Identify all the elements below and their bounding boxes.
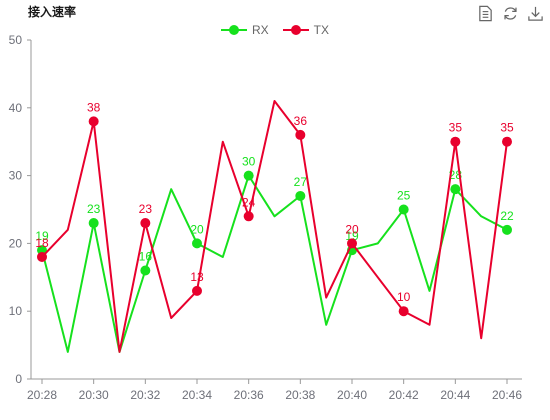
download-icon[interactable] — [527, 5, 544, 22]
legend-symbol-rx — [220, 25, 247, 35]
data-point-rx — [140, 265, 151, 276]
data-label-tx: 36 — [294, 114, 308, 128]
series-line-tx — [41, 100, 508, 353]
y-tick-label: 0 — [15, 372, 22, 386]
data-label-rx: 27 — [294, 175, 308, 189]
y-tick-label: 30 — [9, 169, 23, 183]
data-label-rx: 16 — [139, 250, 153, 264]
data-view-icon[interactable] — [477, 5, 494, 22]
data-point-tx — [295, 129, 306, 140]
legend-label-tx: TX — [313, 23, 329, 37]
x-tick-label: 20:30 — [79, 388, 109, 402]
data-point-rx — [295, 190, 306, 201]
legend-item-rx[interactable]: RX — [220, 23, 269, 37]
data-label-tx: 18 — [35, 236, 49, 250]
data-point-tx — [398, 306, 409, 317]
y-tick-label: 10 — [9, 304, 23, 318]
data-point-tx — [450, 136, 461, 147]
data-label-tx: 13 — [190, 270, 204, 284]
data-point-tx — [140, 218, 151, 229]
x-tick-label: 20:34 — [182, 388, 212, 402]
data-label-rx: 25 — [397, 189, 411, 203]
y-tick-label: 20 — [9, 236, 23, 250]
data-label-rx: 20 — [190, 222, 204, 236]
legend-label-rx: RX — [251, 23, 269, 37]
chart-toolbox — [477, 5, 544, 22]
data-point-rx — [192, 238, 202, 249]
x-tick-label: 20:28 — [27, 388, 57, 402]
data-label-tx: 24 — [242, 195, 256, 209]
x-tick-label: 20:46 — [492, 388, 522, 402]
data-point-tx — [37, 251, 47, 262]
data-label-tx: 20 — [345, 222, 359, 236]
data-point-rx — [88, 218, 99, 229]
data-point-tx — [243, 211, 254, 222]
x-tick-label: 20:40 — [337, 388, 367, 402]
data-label-tx: 35 — [500, 121, 514, 135]
data-label-rx: 23 — [87, 202, 101, 216]
refresh-icon[interactable] — [502, 5, 519, 22]
data-point-rx — [243, 170, 254, 181]
data-label-tx: 23 — [139, 202, 153, 216]
y-tick-label: 40 — [9, 101, 23, 115]
x-tick-label: 20:44 — [440, 388, 470, 402]
data-point-tx — [192, 285, 202, 296]
data-label-rx: 22 — [500, 209, 514, 223]
data-point-tx — [88, 116, 99, 127]
data-label-rx: 19 — [35, 229, 49, 243]
chart-legend: RX TX — [0, 23, 550, 37]
data-point-tx — [502, 136, 512, 147]
x-tick-label: 20:42 — [389, 388, 419, 402]
data-label-tx: 35 — [449, 121, 463, 135]
data-label-tx: 10 — [397, 290, 411, 304]
chart-title: 接入速率 — [28, 5, 77, 19]
x-tick-label: 20:32 — [130, 388, 160, 402]
data-label-tx: 38 — [87, 100, 101, 114]
legend-symbol-tx — [282, 25, 309, 35]
legend-item-tx[interactable]: TX — [282, 23, 329, 37]
data-point-rx — [450, 184, 461, 195]
data-point-rx — [502, 224, 512, 235]
y-tick-label: 50 — [9, 33, 23, 47]
data-point-rx — [398, 204, 409, 215]
data-label-rx: 30 — [242, 155, 256, 169]
x-tick-label: 20:36 — [234, 388, 264, 402]
x-tick-label: 20:38 — [285, 388, 315, 402]
data-point-tx — [347, 238, 357, 249]
